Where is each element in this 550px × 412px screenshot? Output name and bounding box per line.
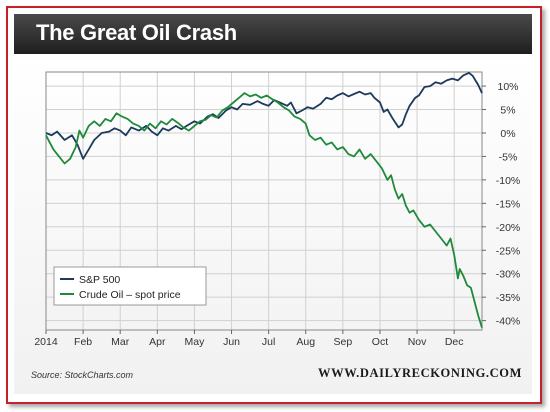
x-tick-label: May bbox=[185, 336, 206, 348]
legend: S&P 500 Crude Oil – spot price bbox=[53, 266, 207, 306]
x-tick-label: Apr bbox=[149, 336, 166, 348]
x-tick-label: Feb bbox=[74, 336, 92, 348]
x-tick-label: Aug bbox=[296, 336, 315, 348]
y-tick-label: -30% bbox=[496, 269, 521, 281]
series-lines bbox=[45, 72, 483, 328]
x-tick-label: Jul bbox=[262, 336, 275, 348]
x-tick-label: Mar bbox=[111, 336, 130, 348]
chart-title: The Great Oil Crash bbox=[36, 20, 237, 45]
chart-background bbox=[14, 54, 532, 394]
x-tick-label: Nov bbox=[408, 336, 427, 348]
y-tick-label: -10% bbox=[496, 175, 521, 187]
y-tick-label: -15% bbox=[496, 198, 521, 210]
y-tick-label: 10% bbox=[497, 81, 518, 93]
x-axis-ticks: 2014 Feb Mar Apr May Jun Jul Aug Sep Oct Nov Dec bbox=[34, 330, 464, 348]
x-tick-label: 2014 bbox=[34, 336, 58, 348]
x-tick-label: Oct bbox=[372, 336, 388, 348]
legend-label: S&P 500 bbox=[79, 274, 120, 286]
source-note: Source: StockCharts.com bbox=[31, 370, 134, 380]
y-tick-label: 0% bbox=[500, 128, 515, 140]
legend-label: Crude Oil – spot price bbox=[79, 289, 181, 301]
y-tick-label: -5% bbox=[499, 151, 518, 163]
legend-box bbox=[53, 266, 207, 306]
series-line-sp500 bbox=[45, 72, 483, 160]
y-tick-label: -35% bbox=[496, 292, 521, 304]
y-tick-label: 5% bbox=[500, 105, 515, 117]
y-tick-label: -40% bbox=[496, 316, 521, 328]
plot-border bbox=[45, 71, 483, 331]
y-tick-label: -20% bbox=[496, 222, 521, 234]
site-url: WWW.DAILYRECKONING.COM bbox=[318, 366, 522, 380]
series-line-crude-oil bbox=[45, 92, 483, 328]
title-bar: The Great Oil Crash bbox=[14, 14, 532, 54]
x-tick-label: Sep bbox=[334, 336, 353, 348]
x-tick-label: Dec bbox=[445, 336, 464, 348]
x-tick-label: Jun bbox=[223, 336, 240, 348]
y-axis-ticks: 10% 5% 0% -5% -10% -15% -20% -25% -30% -35% -40% bbox=[482, 81, 520, 328]
y-tick-label: -25% bbox=[496, 245, 521, 257]
